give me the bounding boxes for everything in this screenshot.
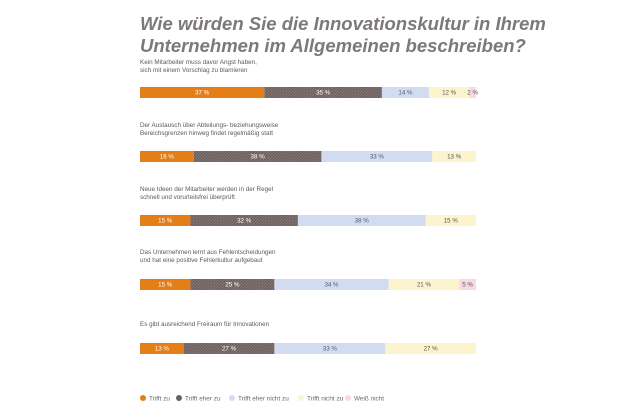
- legend-swatch: [298, 395, 304, 401]
- legend-swatch: [176, 395, 182, 401]
- legend-swatch: [140, 395, 146, 401]
- bar-value-label: 33 %: [323, 346, 338, 353]
- legend-item: Trifft nicht zu: [298, 395, 344, 403]
- bar-value-label: 37 %: [195, 90, 210, 97]
- bar-value-label: 12 %: [442, 90, 457, 97]
- chart-row: Neue Ideen der Mitarbeiter werden in der…: [140, 186, 476, 226]
- bar-value-label: 5 %: [462, 282, 473, 289]
- bar-segment: [385, 343, 476, 354]
- bar-value-label: 15 %: [158, 218, 173, 225]
- bar-value-label: 13 %: [447, 154, 462, 161]
- bar-value-label: 2 %: [467, 90, 478, 97]
- legend-item: Trifft eher nicht zu: [229, 395, 289, 403]
- chart-rows: Kein Mitarbeiter muss davor Angst haben,…: [140, 59, 478, 354]
- question-label: Bereichsgrenzen hinweg findet regelmäßig…: [140, 130, 273, 137]
- bar-value-label: 27 %: [424, 346, 439, 353]
- bar-segment: [425, 215, 476, 226]
- bar-segment: [140, 151, 194, 162]
- bar-value-label: 27 %: [222, 346, 237, 353]
- question-label: Kein Mitarbeiter muss davor Angst haben,: [140, 59, 257, 66]
- chart-row: Der Austausch über Abteilungs- beziehung…: [140, 122, 476, 162]
- bar-value-label: 32 %: [237, 218, 252, 225]
- bar-segment: [140, 279, 191, 290]
- bar-segment: [183, 343, 275, 354]
- chart-row: Kein Mitarbeiter muss davor Angst haben,…: [140, 59, 478, 98]
- legend-item: Trifft zu: [140, 395, 170, 403]
- bar-value-label: 16 %: [160, 154, 175, 161]
- question-label: schnell und vorurteilsfrei überprüft: [140, 194, 235, 201]
- bar-segment: [274, 343, 386, 354]
- chart-row: Es gibt ausreichend Freiraum für Innovat…: [140, 321, 476, 354]
- bar-segment: [140, 343, 184, 354]
- bar-value-label: 14 %: [398, 90, 413, 97]
- bar-segment: [190, 279, 275, 290]
- bar-value-label: 13 %: [155, 346, 170, 353]
- bar-segment: [381, 87, 429, 98]
- legend-item: Weiß nicht: [345, 395, 384, 403]
- bar-segment: [321, 151, 433, 162]
- legend-label: Trifft zu: [149, 396, 170, 403]
- bar-segment: [264, 87, 382, 98]
- bar-segment: [274, 279, 389, 290]
- bar-segment: [190, 215, 298, 226]
- bar-segment: [388, 279, 460, 290]
- bar-segment: [193, 151, 322, 162]
- chart-title-line-2: Unternehmen im Allgemeinen beschreiben?: [140, 35, 526, 56]
- bar-value-label: 38 %: [251, 154, 266, 161]
- bar-value-label: 25 %: [225, 282, 240, 289]
- chart-row: Das Unternehmen lernt aus Fehlentscheidu…: [140, 249, 476, 290]
- question-label: sich mit einem Vorschlag zu blamieren: [140, 67, 248, 74]
- legend-swatch: [345, 395, 351, 401]
- question-label: Das Unternehmen lernt aus Fehlentscheidu…: [140, 249, 276, 256]
- chart-title-line-1: Wie würden Sie die Innovationskultur in …: [140, 13, 546, 34]
- question-label: Der Austausch über Abteilungs- beziehung…: [140, 122, 279, 129]
- bar-value-label: 38 %: [355, 218, 370, 225]
- bar-segment: [459, 279, 476, 290]
- question-label: Neue Ideen der Mitarbeiter werden in der…: [140, 186, 273, 193]
- bar-segment: [428, 87, 470, 98]
- chart-legend: Trifft zu Trifft eher zu Trifft eher nicht…: [140, 395, 384, 403]
- bar-value-label: 34 %: [324, 282, 339, 289]
- bar-segment: [469, 87, 476, 98]
- bar-segment: [140, 87, 265, 98]
- legend-label: Trifft nicht zu: [307, 396, 344, 403]
- legend-label: Trifft eher zu: [185, 396, 221, 403]
- bar-segment: [297, 215, 426, 226]
- legend-swatch: [229, 395, 235, 401]
- legend-item: Trifft eher zu: [176, 395, 221, 403]
- bar-value-label: 15 %: [158, 282, 173, 289]
- bar-value-label: 35 %: [316, 90, 331, 97]
- bar-value-label: 21 %: [417, 282, 432, 289]
- bar-value-label: 15 %: [444, 218, 459, 225]
- bar-segment: [140, 215, 191, 226]
- bar-segment: [432, 151, 476, 162]
- bar-value-label: 33 %: [370, 154, 385, 161]
- question-label: Es gibt ausreichend Freiraum für Innovat…: [140, 321, 270, 328]
- legend-label: Weiß nicht: [354, 396, 384, 403]
- legend-label: Trifft eher nicht zu: [238, 396, 289, 403]
- question-label: und hat eine positive Fehlerkultur aufge…: [140, 257, 263, 264]
